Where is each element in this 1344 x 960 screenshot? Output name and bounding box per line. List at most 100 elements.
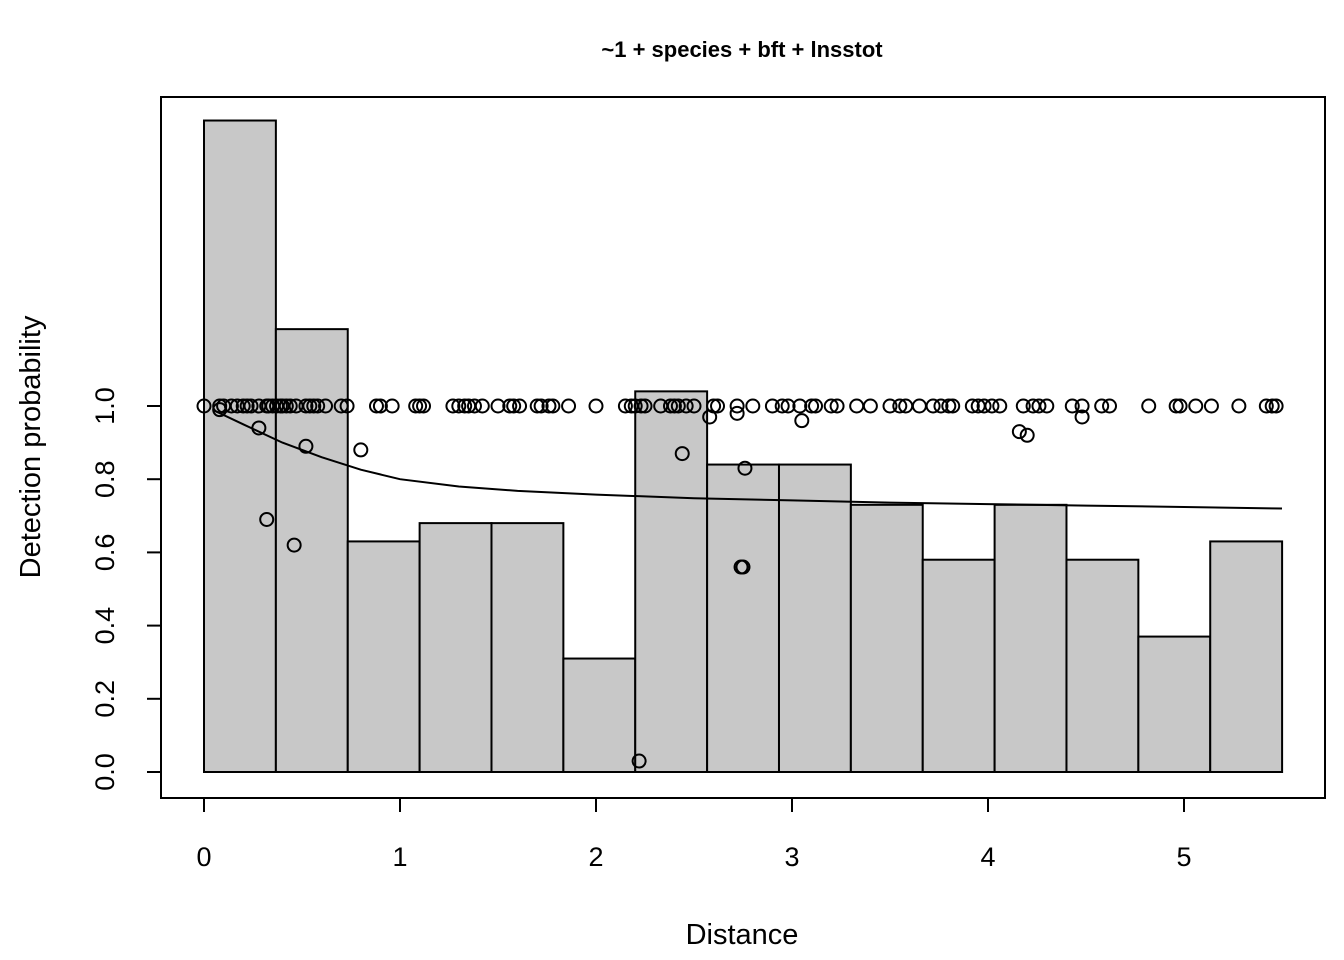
data-point <box>561 398 577 414</box>
data-point <box>490 398 506 414</box>
fitted-curve <box>213 409 1283 510</box>
data-point <box>353 442 369 458</box>
data-point <box>1074 409 1090 425</box>
data-point <box>862 398 878 414</box>
histogram-bar <box>203 119 277 773</box>
data-point <box>774 398 790 414</box>
data-point <box>637 398 653 414</box>
data-point <box>633 398 649 414</box>
data-point <box>794 413 810 429</box>
histogram-bar <box>634 390 709 773</box>
data-point <box>1203 398 1219 414</box>
data-point <box>984 398 1000 414</box>
x-tick-label: 0 <box>196 842 211 872</box>
histogram-bar <box>1137 635 1212 774</box>
histogram-bar <box>1209 540 1284 773</box>
data-point <box>792 398 808 414</box>
x-tick-label: 3 <box>784 842 799 872</box>
data-point <box>474 398 490 414</box>
data-point <box>196 398 212 414</box>
data-point <box>1264 398 1280 414</box>
x-tick-label: 5 <box>1176 842 1191 872</box>
x-axis-title: Distance <box>686 919 799 951</box>
histogram-bars <box>203 119 1284 774</box>
data-point <box>318 398 334 414</box>
data-point <box>1064 398 1080 414</box>
y-tick-label: 0.2 <box>90 680 120 718</box>
data-point <box>674 446 690 462</box>
data-point <box>1094 398 1110 414</box>
data-point <box>259 511 275 527</box>
data-point <box>737 460 753 476</box>
data-point <box>662 398 678 414</box>
y-tick-label: 0.0 <box>90 753 120 791</box>
x-tick-label: 1 <box>392 842 407 872</box>
data-point <box>1031 398 1047 414</box>
data-point <box>627 398 643 414</box>
histogram-bar <box>418 522 493 773</box>
data-point <box>298 398 314 414</box>
data-point <box>670 398 686 414</box>
data-point <box>1231 398 1247 414</box>
data-point <box>941 398 957 414</box>
y-tick-label: 1.0 <box>90 387 120 425</box>
data-point <box>529 398 545 414</box>
data-point <box>243 398 259 414</box>
histogram-bar <box>562 657 637 773</box>
data-point <box>533 398 549 414</box>
data-point <box>892 398 908 414</box>
data-point <box>1188 398 1204 414</box>
data-point <box>306 398 322 414</box>
histogram-bar <box>274 328 349 773</box>
data-point <box>416 398 432 414</box>
data-point <box>992 398 1008 414</box>
data-point <box>333 398 349 414</box>
data-point <box>964 398 980 414</box>
data-point <box>729 398 745 414</box>
data-point <box>412 398 428 414</box>
x-tick-label: 2 <box>588 842 603 872</box>
data-point <box>631 753 647 769</box>
data-point <box>945 398 961 414</box>
data-point <box>457 398 473 414</box>
data-point <box>702 409 718 425</box>
data-point <box>804 398 820 414</box>
data-point <box>823 398 839 414</box>
data-point <box>339 398 355 414</box>
histogram-bar <box>706 463 780 773</box>
data-point <box>310 398 326 414</box>
data-point <box>1141 398 1157 414</box>
data-point <box>1015 398 1031 414</box>
chart-title: ~1 + species + bft + lnsstot <box>601 37 883 62</box>
histogram-bar <box>993 503 1068 773</box>
y-axis-title: Detection probability <box>15 315 47 578</box>
y-tick-label: 0.4 <box>90 607 120 645</box>
data-point <box>545 398 561 414</box>
data-points <box>196 398 1284 769</box>
data-point <box>278 398 294 414</box>
data-point <box>451 398 467 414</box>
data-point <box>617 398 633 414</box>
data-point <box>384 398 400 414</box>
histogram-bar <box>777 463 852 773</box>
data-point <box>745 398 761 414</box>
data-point <box>1039 398 1055 414</box>
data-point <box>710 398 726 414</box>
data-point <box>1019 427 1035 443</box>
data-point <box>298 438 314 454</box>
data-point <box>302 398 318 414</box>
histogram-bar <box>1065 558 1140 773</box>
data-point <box>541 398 557 414</box>
data-point <box>282 398 298 414</box>
data-point <box>372 398 388 414</box>
data-point <box>808 398 824 414</box>
histogram-bar <box>849 503 924 773</box>
data-point <box>764 398 780 414</box>
data-point <box>502 398 518 414</box>
data-point <box>466 398 482 414</box>
data-point <box>506 398 522 414</box>
data-point <box>882 398 898 414</box>
data-point <box>1102 398 1118 414</box>
data-point <box>686 398 702 414</box>
